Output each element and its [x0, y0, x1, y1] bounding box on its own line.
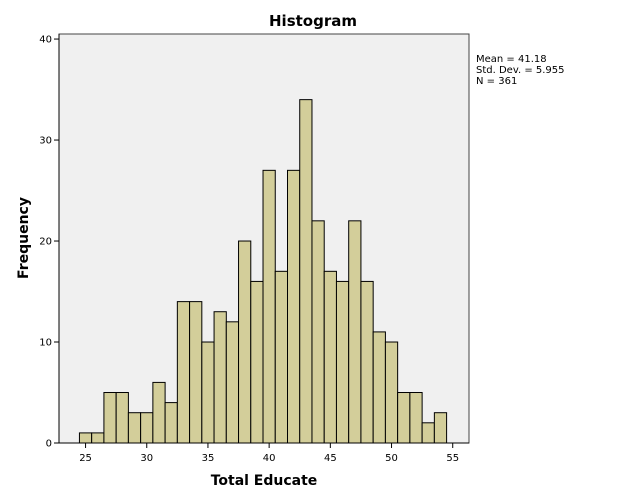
x-axis-label: Total Educate	[211, 473, 318, 489]
histogram-bar	[397, 392, 411, 444]
y-tick-label: 30	[39, 136, 52, 147]
x-tick-label: 35	[202, 453, 215, 464]
histogram-bar	[409, 392, 423, 444]
mean-stat: Mean = 41.18	[476, 54, 547, 65]
n-stat: N = 361	[476, 76, 518, 87]
x-tick-label: 40	[263, 453, 276, 464]
histogram-bar	[201, 341, 215, 444]
histogram-bar	[372, 331, 386, 444]
histogram-bar	[78, 432, 93, 444]
histogram-bar	[213, 311, 227, 444]
histogram-bar	[348, 220, 362, 444]
histogram-bar	[299, 99, 313, 444]
histogram-bar	[238, 240, 252, 444]
histogram-bar	[176, 301, 191, 444]
x-tick-label: 25	[79, 453, 92, 464]
chart-title: Histogram	[269, 12, 357, 30]
histogram-bar	[164, 402, 178, 444]
histogram-bar	[189, 301, 203, 444]
std-dev-stat: Std. Dev. = 5.955	[476, 65, 565, 76]
x-tick-label: 55	[446, 453, 459, 464]
x-tick-label: 50	[385, 453, 398, 464]
histogram-bar	[421, 422, 435, 444]
histogram-bar	[262, 169, 276, 444]
histogram-bar	[286, 169, 301, 444]
histogram-bar	[433, 412, 448, 444]
histogram-bar	[115, 392, 129, 444]
histogram-bar	[127, 412, 142, 444]
histogram-bar	[152, 381, 166, 444]
y-tick-label: 10	[39, 338, 52, 349]
histogram-bar	[384, 341, 399, 444]
histogram-bar	[91, 432, 105, 444]
histogram-bar	[274, 270, 288, 444]
summary-statistics: Mean = 41.18 Std. Dev. = 5.955 N = 361	[476, 54, 565, 87]
histogram-bar	[323, 270, 337, 444]
y-tick-label: 40	[39, 35, 52, 46]
histogram-bar	[103, 392, 117, 444]
histogram-bar	[360, 280, 374, 444]
histogram-bar	[225, 321, 240, 444]
x-tick-label: 30	[140, 453, 153, 464]
x-tick-label: 45	[324, 453, 337, 464]
y-tick-label: 0	[46, 439, 52, 450]
x-axis: 25 30 35 40 45 50 55	[79, 443, 459, 464]
histogram-bar	[335, 280, 350, 444]
y-axis: 0 10 20 30 40	[39, 35, 59, 450]
y-axis-label: Frequency	[16, 197, 32, 279]
y-tick-label: 20	[39, 237, 52, 248]
histogram-bar	[311, 220, 325, 444]
histogram-bar	[140, 412, 154, 444]
histogram-bar	[250, 280, 264, 444]
